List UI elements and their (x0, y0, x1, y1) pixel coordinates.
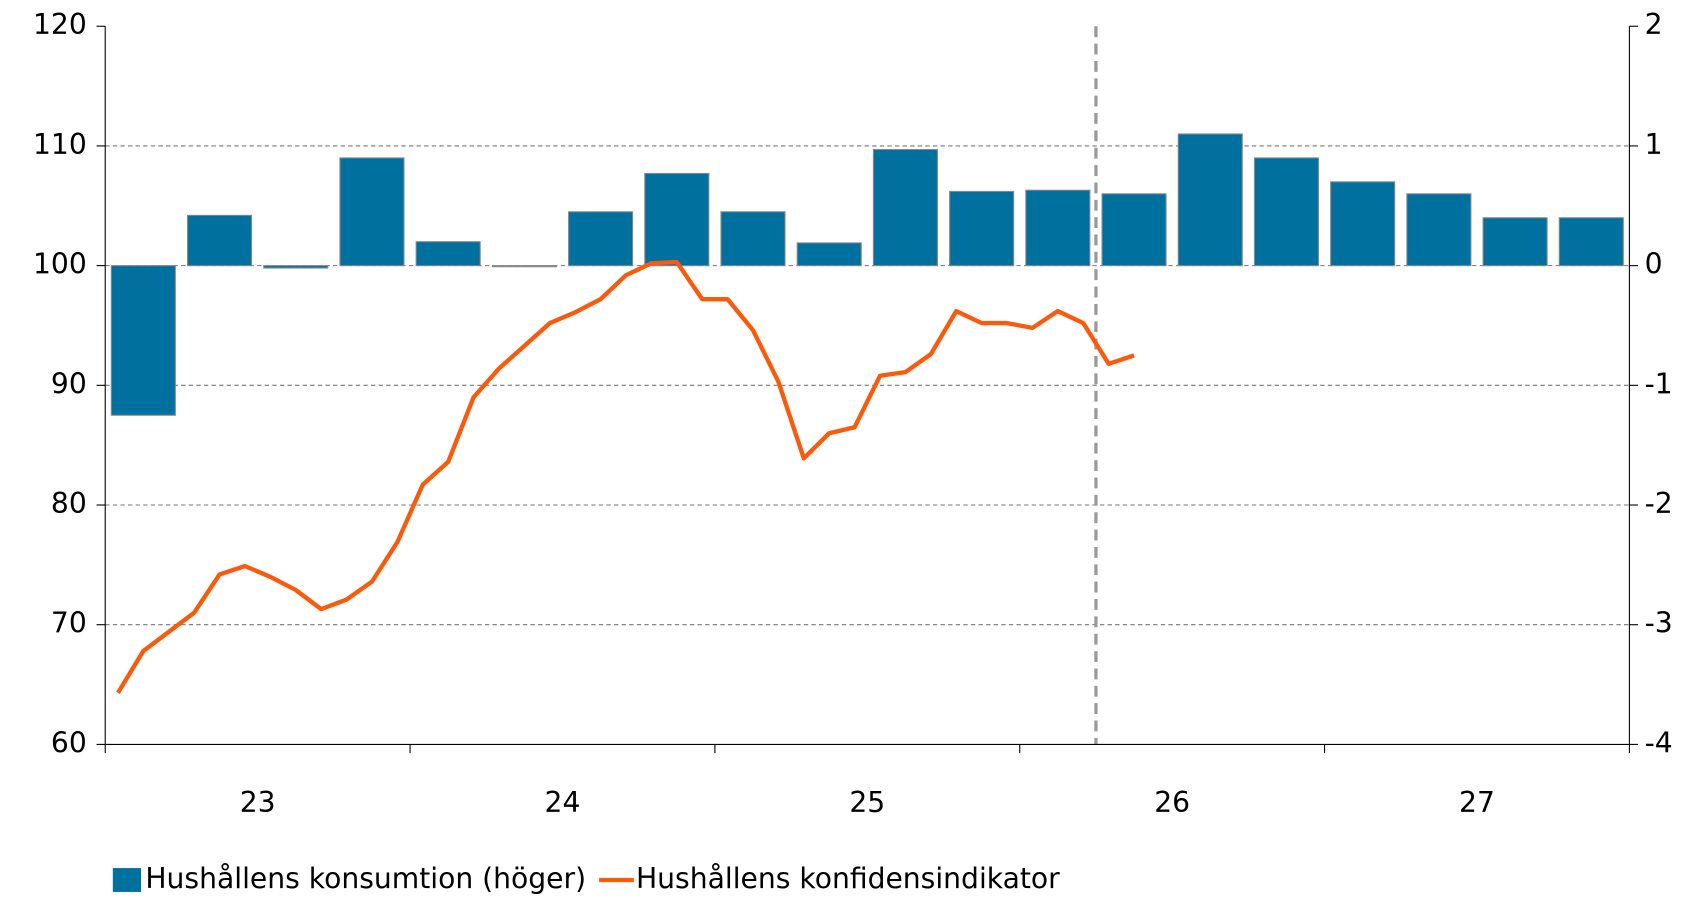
y-tick-label: 70 (51, 607, 87, 640)
bar (110, 265, 176, 416)
legend-label: Hushållens konsumtion (höger) (145, 862, 586, 895)
bar (339, 157, 405, 267)
y2-tick-label: -1 (1645, 367, 1673, 400)
y-tick-label: 100 (33, 248, 87, 281)
bar (1177, 133, 1243, 267)
bar (796, 242, 862, 267)
y2-tick-label: -2 (1645, 487, 1673, 520)
bar (1482, 217, 1548, 267)
y-tick-label: 120 (33, 8, 87, 41)
bar (1025, 189, 1091, 267)
line (116, 259, 1135, 695)
y2-tick-label: 1 (1645, 128, 1663, 161)
bar (186, 214, 253, 267)
y-tick-label: 90 (51, 367, 87, 400)
bar (263, 265, 329, 269)
y-tick-label: 110 (33, 128, 87, 161)
x-tick-label: 25 (849, 786, 885, 819)
bar (415, 241, 481, 267)
bar (1406, 193, 1472, 267)
legend-swatch (112, 868, 142, 892)
bar (1253, 157, 1320, 267)
y-tick-label: 80 (51, 487, 87, 520)
legend-label: Hushållens konfidensindikator (636, 862, 1060, 895)
y-tick-label: 60 (51, 726, 87, 759)
bar (644, 172, 710, 267)
x-tick-label: 23 (240, 786, 276, 819)
bar (949, 190, 1015, 267)
bar (1101, 193, 1167, 267)
x-tick-label: 27 (1459, 786, 1495, 819)
x-tick-label: 26 (1154, 786, 1190, 819)
bar (1330, 181, 1396, 267)
y2-tick-label: 0 (1645, 248, 1663, 281)
bar (872, 148, 938, 267)
y2-tick-label: 2 (1645, 8, 1663, 41)
y2-tick-label: -4 (1645, 726, 1673, 759)
bar (491, 265, 557, 268)
x-tick-label: 24 (545, 786, 581, 819)
bar (1558, 217, 1624, 267)
bar (568, 211, 634, 267)
bar (720, 211, 786, 267)
y2-tick-label: -3 (1645, 607, 1673, 640)
